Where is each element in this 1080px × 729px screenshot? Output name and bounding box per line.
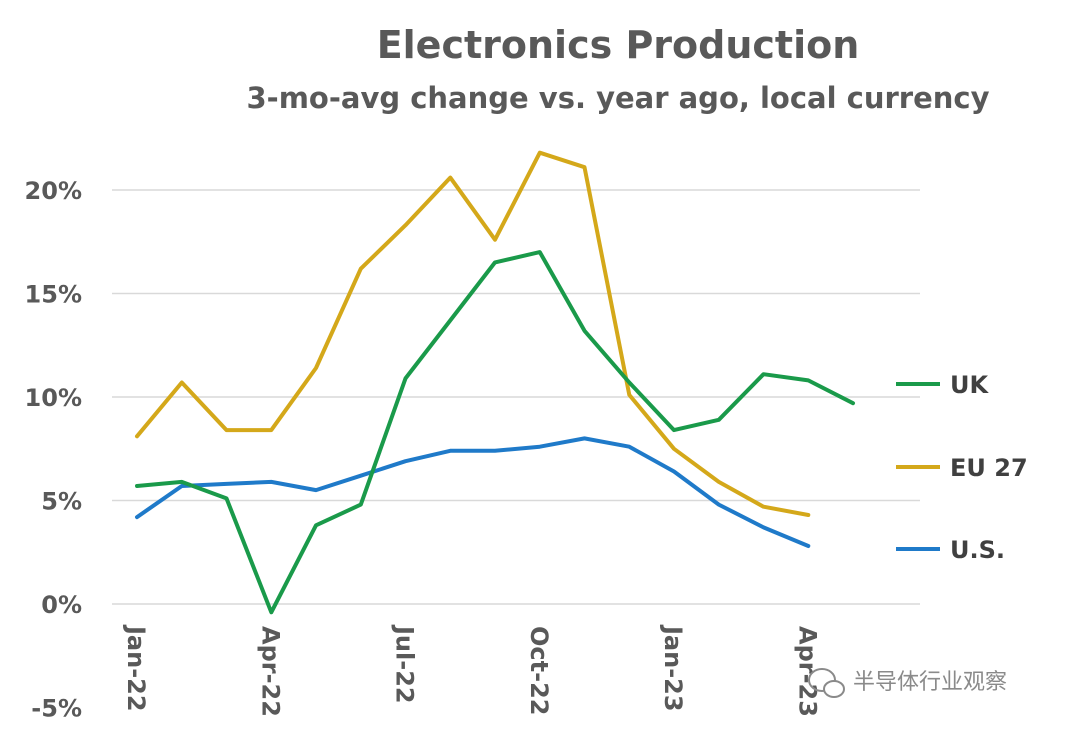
y-tick-label: 15%: [25, 281, 82, 309]
watermark: 半导体行业观察: [808, 668, 1007, 698]
y-tick-label: 0%: [41, 591, 82, 619]
watermark-text: 半导体行业观察: [853, 670, 1007, 695]
chart-title: Electronics Production: [377, 23, 860, 67]
series-line-eu-27: [135, 150, 811, 517]
legend-label-uk: UK: [950, 371, 989, 399]
x-tick-label: Jan-22: [122, 624, 150, 712]
gridlines: [112, 189, 920, 605]
wechat-icon: [808, 668, 845, 698]
x-tick-label: Apr-23: [793, 626, 821, 717]
chart-subtitle: 3-mo-avg change vs. year ago, local curr…: [247, 81, 990, 115]
series-lines: [135, 150, 855, 615]
y-tick-label: 20%: [25, 177, 82, 205]
y-tick-label: -5%: [31, 695, 82, 723]
series-line-u-s: [135, 436, 811, 548]
x-tick-label: Jul-22: [391, 624, 419, 704]
series-line-uk: [135, 250, 855, 615]
y-tick-label: 5%: [41, 488, 82, 516]
x-tick-label: Oct-22: [525, 626, 553, 715]
y-tick-label: 10%: [25, 384, 82, 412]
x-axis-ticks: Jan-22 Apr-22 Jul-22 Oct-22 Jan-23 Apr-23: [122, 624, 821, 717]
legend-label-u-s: U.S.: [950, 536, 1005, 564]
y-axis-ticks: -5% 0% 5% 10% 15% 20%: [25, 177, 82, 723]
legend-label-eu-27: EU 27: [950, 454, 1028, 482]
x-tick-label: Jan-23: [659, 624, 687, 712]
legend: UK EU 27 U.S.: [896, 371, 1028, 564]
x-tick-label: Apr-22: [256, 626, 284, 717]
